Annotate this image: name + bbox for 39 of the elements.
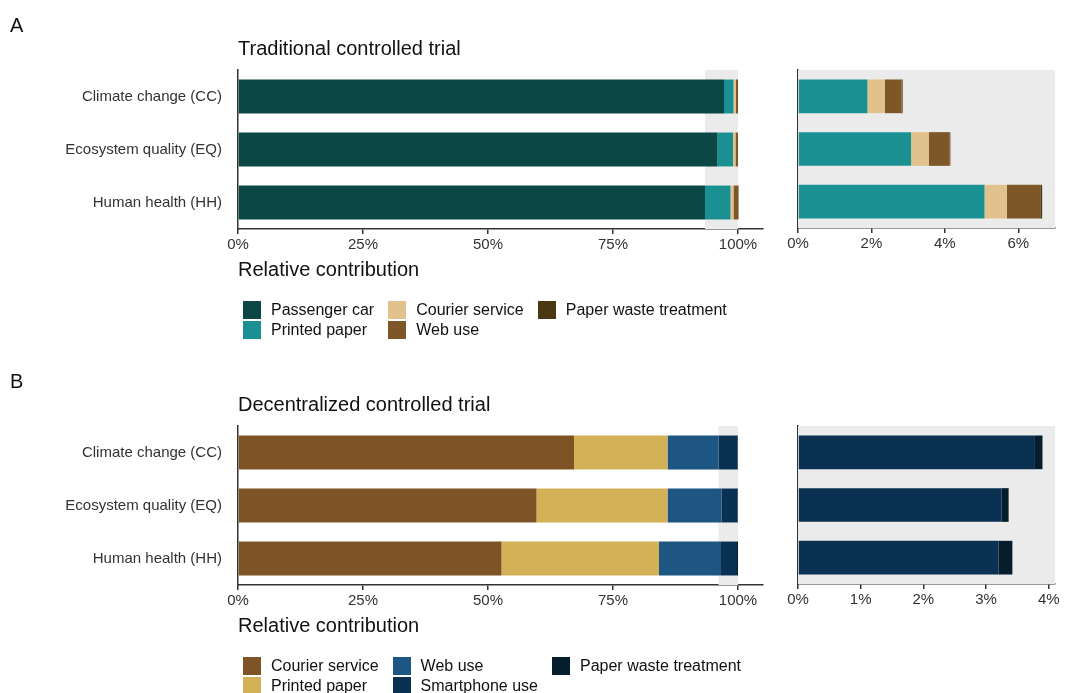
legend-label: Paper waste treatment xyxy=(565,300,727,320)
x-axis-title: Relative contribution xyxy=(238,257,420,280)
x-tick-label: 75% xyxy=(597,235,629,253)
legend-label: Paper waste treatment xyxy=(580,656,741,676)
x-tick-label: 75% xyxy=(597,591,629,609)
legend-label: Web use xyxy=(420,656,484,676)
x-tick-label: 0% xyxy=(787,234,809,252)
y-tick-label: Human health (HH) xyxy=(92,548,222,566)
y-tick-label: Climate change (CC) xyxy=(81,86,222,104)
y-tick-label: Ecosystem quality (EQ) xyxy=(65,495,222,513)
x-tick-label: 4% xyxy=(1037,590,1060,608)
x-tick-label: 4% xyxy=(934,234,956,252)
y-tick-label: Climate change (CC) xyxy=(81,442,222,460)
x-tick-label: 25% xyxy=(347,591,379,609)
x-tick-label: 100% xyxy=(718,591,758,609)
legend-label: Web use xyxy=(416,320,480,340)
x-tick-label: 50% xyxy=(472,235,504,253)
legend-label: Printed paper xyxy=(271,320,368,340)
y-tick-label: Human health (HH) xyxy=(92,192,222,210)
x-tick-label: 0% xyxy=(227,591,249,609)
chart-title: Decentralized controlled trial xyxy=(238,393,491,415)
x-tick-label: 0% xyxy=(227,235,249,253)
text: A xyxy=(10,14,24,36)
x-tick-label: 2% xyxy=(860,234,883,252)
x-tick-label: 100% xyxy=(718,235,758,253)
x-tick-label: 50% xyxy=(472,591,504,609)
text: B xyxy=(10,370,24,392)
x-axis-title: Relative contribution xyxy=(238,613,420,636)
x-tick-label: 3% xyxy=(975,590,997,608)
x-tick-label: 0% xyxy=(787,590,809,608)
x-tick-label: 25% xyxy=(347,235,379,253)
y-tick-label: Ecosystem quality (EQ) xyxy=(65,139,222,157)
x-tick-label: 2% xyxy=(912,590,935,608)
x-tick-label: 1% xyxy=(849,590,872,608)
legend-label: Passenger car xyxy=(271,300,375,320)
legend-label: Courier service xyxy=(416,300,524,320)
x-tick-label: 6% xyxy=(1007,234,1030,252)
legend-label: Courier service xyxy=(271,656,379,676)
chart-title: Traditional controlled trial xyxy=(238,37,461,59)
